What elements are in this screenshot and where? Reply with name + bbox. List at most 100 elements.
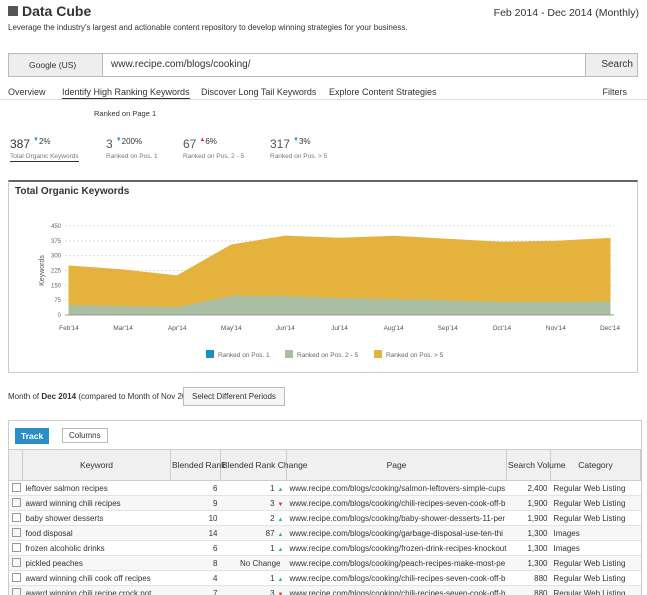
row-select[interactable] <box>8 480 23 496</box>
category: Regular Web Listing <box>550 510 641 526</box>
row-select[interactable] <box>8 540 23 556</box>
page-url: www.recipe.com/blogs/cooking/chili-recip… <box>286 585 507 595</box>
table-row[interactable]: pickled peaches 8 No Change www.recipe.com/… <box>8 555 641 571</box>
table-row[interactable]: food disposal 14 87 ▲ www.recipe.com/blogs/c… <box>8 525 641 541</box>
select-periods-button[interactable]: Select Different Periods <box>183 387 285 406</box>
legend-label: Ranked on Pos. 2 - 5 <box>297 352 358 359</box>
text: (compared to Month of Nov 2014) <box>78 392 198 401</box>
subtitle: Leverage the industry's largest and acti… <box>8 23 408 32</box>
page-url: www.recipe.com/blogs/cooking/peach-recip… <box>286 555 507 571</box>
table-row[interactable]: award winning chili recipes 9 3 ▼ www.recipe… <box>8 495 641 511</box>
blended-rank: 6 <box>170 540 221 556</box>
blended-rank: 7 <box>170 585 221 595</box>
checkbox[interactable] <box>11 542 21 552</box>
tab[interactable]: Discover Long Tail Keywords <box>201 87 317 97</box>
category: Regular Web Listing <box>550 555 641 571</box>
chart-title: Total Organic Keywords <box>15 186 130 197</box>
search-button[interactable]: Search <box>585 54 637 76</box>
row-select[interactable] <box>8 525 23 541</box>
blended-rank: 9 <box>170 495 221 511</box>
metric[interactable]: 67 ▲6% Ranked on Pos. 2 - 5 <box>183 137 244 160</box>
url-input[interactable]: www.recipe.com/blogs/cooking/ <box>111 59 251 70</box>
filters-button[interactable]: Filters <box>602 87 628 97</box>
checkbox[interactable] <box>11 512 21 522</box>
tab[interactable]: Explore Content Strategies <box>329 87 437 97</box>
x-tick-label: Apr'14 <box>168 325 187 332</box>
search-volume: 1,300 <box>506 555 551 571</box>
checkbox[interactable] <box>11 572 21 582</box>
row-select[interactable] <box>8 570 23 586</box>
table-row[interactable]: award winning chili recipe crock pot 7 3 ▼ w… <box>8 585 641 595</box>
metric-arrow: ▼ <box>293 137 299 143</box>
app-title: Data Cube <box>8 3 91 19</box>
tab[interactable]: Overview <box>8 87 46 97</box>
checkbox[interactable] <box>11 557 21 567</box>
period-select[interactable]: Feb 2014 - Dec 2014 (Monthly) <box>493 7 639 19</box>
metric[interactable]: 3 ▼200% Ranked on Pos. 1 <box>106 137 158 160</box>
change-value: 87 <box>265 528 275 538</box>
rank-change: 1 ▲ <box>220 540 287 556</box>
row-select[interactable] <box>8 495 23 511</box>
y-tick-label: 150 <box>51 283 62 289</box>
rank-change: No Change <box>220 555 287 571</box>
search-volume: 1,900 <box>506 495 551 511</box>
blended-rank: 6 <box>170 480 221 496</box>
checkbox[interactable] <box>11 482 21 492</box>
keyword: pickled peaches <box>22 555 171 571</box>
column-header[interactable]: Category <box>550 449 641 481</box>
checkbox[interactable] <box>11 527 21 537</box>
keyword: award winning chili cook off recipes <box>22 570 171 586</box>
chart: Total Organic Keywords Keywords 0 75 150 225 3… <box>15 186 620 359</box>
y-tick-label: 0 <box>58 313 62 319</box>
area <box>68 235 611 307</box>
column-header[interactable]: Page <box>286 449 507 481</box>
page-url: www.recipe.com/blogs/cooking/salmon-left… <box>286 480 507 496</box>
category: Images <box>550 525 641 541</box>
table-row[interactable]: baby shower desserts 10 2 ▲ www.recipe.com/b… <box>8 510 641 526</box>
select-all[interactable] <box>8 449 23 481</box>
table-row[interactable]: frozen alcoholic drinks 6 1 ▲ www.recipe.com… <box>8 540 641 556</box>
row-select[interactable] <box>8 510 23 526</box>
change-value: 1 <box>270 483 275 493</box>
checkbox[interactable] <box>11 497 21 507</box>
metric[interactable]: 387 ▼2% Total Organic Keywords <box>10 137 79 162</box>
rank-change: 87 ▲ <box>220 525 287 541</box>
page-url: www.recipe.com/blogs/cooking/frozen-drin… <box>286 540 507 556</box>
checkbox[interactable] <box>11 587 21 595</box>
page-url: www.recipe.com/blogs/cooking/baby-shower… <box>286 510 507 526</box>
table-row[interactable]: award winning chili cook off recipes 4 1 ▲ w… <box>8 570 641 586</box>
column-header[interactable]: Search Volume <box>506 449 566 481</box>
column-header[interactable]: Blended Rank <box>170 449 225 481</box>
metric-value: 317 <box>270 137 291 151</box>
change-arrow: ▲ <box>277 516 284 523</box>
table-wrap: Keyword Blended Rank Blended Rank Change Pa… <box>8 449 641 595</box>
column-header[interactable]: Keyword <box>22 449 171 481</box>
row-select[interactable] <box>8 555 23 571</box>
y-tick-label: 300 <box>51 254 62 260</box>
table-row[interactable]: leftover salmon recipes 6 1 ▲ www.recipe.com… <box>8 480 641 496</box>
subtab[interactable]: Ranked on Page 1 <box>94 109 157 118</box>
change-arrow: ▲ <box>277 531 284 538</box>
keyword: frozen alcoholic drinks <box>22 540 171 556</box>
row-select[interactable] <box>8 585 23 595</box>
metric-label: Ranked on Pos. 2 - 5 <box>183 153 245 160</box>
engine-select[interactable]: Google (US) <box>9 54 103 76</box>
metric-label: Total Organic Keywords <box>10 153 79 160</box>
keyword: baby shower desserts <box>22 510 171 526</box>
search-bar: Google (US) www.recipe.com/blogs/cooking… <box>8 53 638 77</box>
category: Regular Web Listing <box>550 570 641 586</box>
x-tick-label: May'14 <box>221 325 242 332</box>
page-url: www.recipe.com/blogs/cooking/chili-recip… <box>286 495 507 511</box>
change-value: 1 <box>270 543 275 553</box>
category: Regular Web Listing <box>550 585 641 595</box>
columns-button[interactable]: Columns <box>62 428 108 443</box>
column-header[interactable]: Blended Rank Change <box>220 449 308 481</box>
change-arrow: ▼ <box>277 591 284 595</box>
blended-rank: 10 <box>170 510 221 526</box>
change-value: 3 <box>270 498 275 508</box>
metric-value: 67 <box>183 137 197 151</box>
metric[interactable]: 317 ▼3% Ranked on Pos. > 5 <box>270 137 327 160</box>
track-button[interactable]: Track <box>15 428 50 444</box>
x-tick-label: Aug'14 <box>384 325 404 332</box>
